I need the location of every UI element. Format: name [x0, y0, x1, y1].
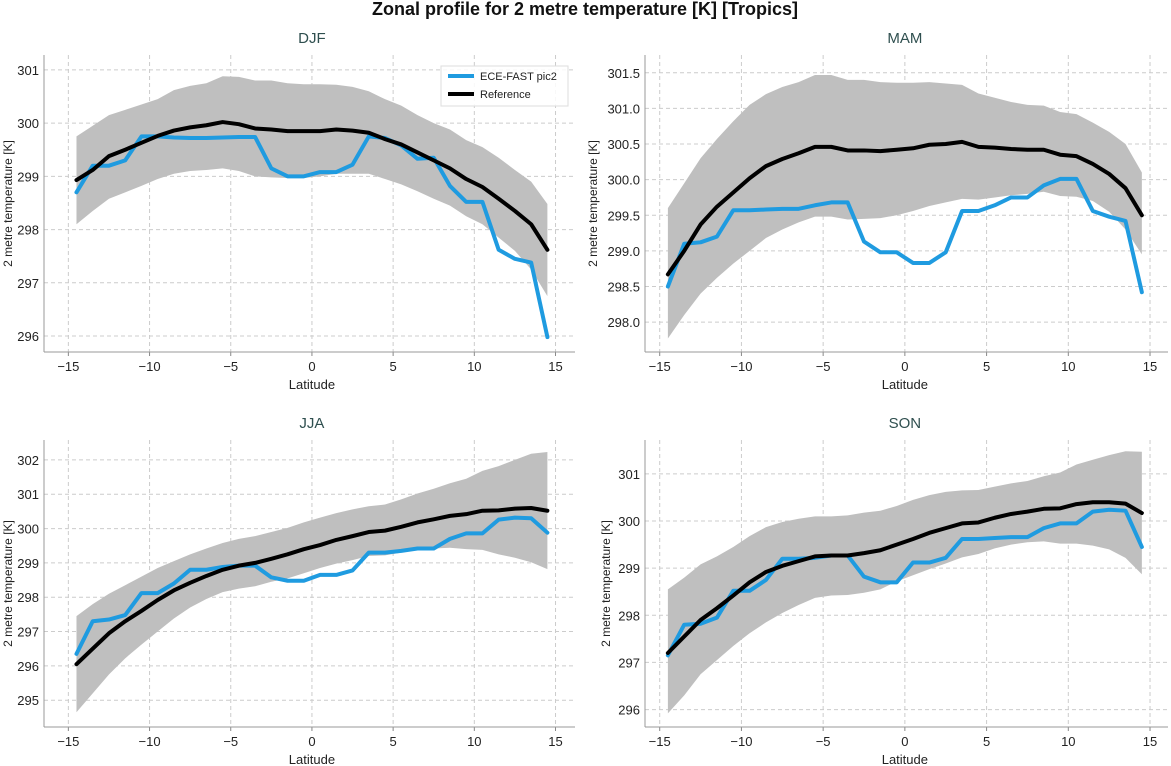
y-tick-label: 297 [618, 655, 640, 670]
y-tick-label: 299.0 [607, 244, 640, 259]
panel-title: SON [889, 415, 922, 432]
reference-range-band [667, 74, 1142, 339]
x-tick-label: −5 [223, 359, 238, 374]
panel-title: DJF [298, 30, 326, 47]
legend-label-reference: Reference [480, 89, 531, 101]
reference-series-line [74, 120, 550, 252]
model-series-line [74, 515, 550, 656]
y-tick-label: 298.5 [607, 279, 640, 294]
x-tick-label: 10 [467, 359, 481, 374]
reference-range-band [76, 452, 548, 713]
model-series-line [665, 507, 1144, 658]
x-tick-label: 10 [1061, 734, 1075, 749]
x-tick-label: −10 [139, 734, 161, 749]
y-axis-label: 2 metre temperature [K] [599, 520, 613, 647]
x-tick-label: 15 [1143, 359, 1157, 374]
y-tick-label: 300.5 [607, 137, 640, 152]
panel-jja: −15 −10 −5 0 5 10 15 295 296 297 298 299 300 301 302 JJ… [1, 415, 575, 766]
y-tick-label: 299.5 [607, 208, 640, 223]
x-tick-label: 0 [308, 359, 315, 374]
x-axis-label: Latitude [289, 752, 335, 766]
y-tick-label: 300 [17, 522, 39, 537]
x-tick-label: −15 [57, 359, 79, 374]
y-tick-label: 301 [17, 487, 39, 502]
y-tick-label: 300 [17, 116, 39, 131]
panels: −15 −10 −5 0 5 10 15 296 297 298 299 300 301 DJF Latit… [1, 30, 1168, 766]
x-tick-label: 5 [983, 734, 990, 749]
x-tick-label: −15 [57, 734, 79, 749]
y-tick-label: 298.0 [607, 315, 640, 330]
x-tick-label: −15 [649, 359, 671, 374]
y-tick-label: 299 [17, 169, 39, 184]
figure-title: Zonal profile for 2 metre temperature [K… [372, 0, 798, 19]
x-tick-label: 5 [983, 359, 990, 374]
x-axis-label: Latitude [882, 377, 928, 392]
x-tick-label: 10 [1061, 359, 1075, 374]
x-tick-label: 10 [467, 734, 481, 749]
y-tick-label: 295 [17, 693, 39, 708]
x-tick-label: −15 [649, 734, 671, 749]
y-tick-label: 301.5 [607, 66, 640, 81]
y-tick-label: 298 [17, 223, 39, 238]
reference-range-band [667, 451, 1142, 714]
y-tick-label: 301.0 [607, 101, 640, 116]
x-tick-label: −10 [730, 734, 752, 749]
x-tick-label: 5 [390, 359, 397, 374]
y-tick-label: 300.0 [607, 173, 640, 188]
y-tick-label: 297 [17, 625, 39, 640]
x-tick-label: 0 [308, 734, 315, 749]
y-tick-label: 301 [17, 63, 39, 78]
y-tick-label: 297 [17, 276, 39, 291]
y-tick-label: 298 [618, 608, 640, 623]
reference-series-line [74, 505, 550, 667]
y-tick-label: 301 [618, 467, 640, 482]
reference-range-band [76, 76, 548, 297]
y-tick-label: 299 [618, 561, 640, 576]
x-tick-label: 15 [1143, 734, 1157, 749]
model-series-line [665, 176, 1144, 295]
y-tick-label: 298 [17, 590, 39, 605]
y-tick-label: 296 [17, 329, 39, 344]
x-axis-label: Latitude [882, 752, 928, 766]
x-tick-label: 0 [901, 359, 908, 374]
panel-mam: −15 −10 −5 0 5 10 15 298.0 298.5 299.0 299.5 300.0 3… [586, 30, 1168, 392]
reference-series-line [665, 500, 1144, 656]
x-axis-label: Latitude [289, 377, 335, 392]
legend-box [440, 65, 569, 107]
x-tick-label: 0 [901, 734, 908, 749]
reference-series-line [665, 139, 1144, 277]
y-tick-label: 299 [17, 556, 39, 571]
y-tick-label: 302 [17, 453, 39, 468]
legend: ECE-FAST pic2 Reference [440, 65, 569, 107]
x-tick-label: −5 [816, 734, 831, 749]
x-tick-label: 15 [548, 359, 562, 374]
x-tick-label: −10 [730, 359, 752, 374]
y-axis-label: 2 metre temperature [K] [1, 520, 15, 647]
y-tick-label: 296 [17, 659, 39, 674]
panel-son: −15 −10 −5 0 5 10 15 296 297 298 299 300 301 SON Latit… [599, 415, 1168, 766]
y-axis-label: 2 metre temperature [K] [586, 140, 600, 267]
x-tick-label: 5 [390, 734, 397, 749]
y-tick-label: 296 [618, 703, 640, 718]
panel-djf: −15 −10 −5 0 5 10 15 296 297 298 299 300 301 DJF Latit… [1, 30, 575, 392]
panel-title: JJA [299, 415, 324, 432]
panel-title: MAM [887, 30, 922, 47]
legend-label-model: ECE-FAST pic2 [480, 71, 557, 83]
y-tick-label: 300 [618, 514, 640, 529]
x-tick-label: 15 [548, 734, 562, 749]
x-tick-label: −5 [816, 359, 831, 374]
y-axis-label: 2 metre temperature [K] [1, 140, 15, 267]
x-tick-label: −5 [223, 734, 238, 749]
x-tick-label: −10 [139, 359, 161, 374]
